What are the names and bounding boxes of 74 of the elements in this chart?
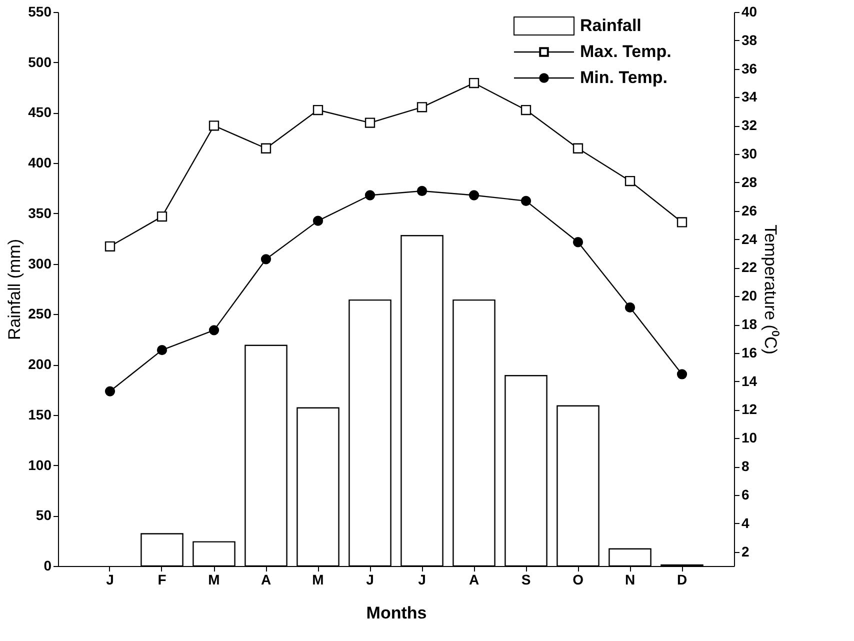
- x-tick-label: A: [260, 572, 272, 588]
- point: [104, 241, 116, 252]
- point: [416, 102, 428, 112]
- x-tick-label: S: [521, 572, 531, 588]
- point: [676, 217, 688, 228]
- x-axis-title: Months: [366, 604, 427, 622]
- point: [364, 118, 376, 128]
- y2-tick-label: 10: [742, 430, 758, 446]
- y2-tick-label: 4: [742, 514, 750, 531]
- y2-tick-label: 24: [742, 230, 758, 247]
- y2-tick-label: 22: [742, 259, 758, 276]
- y-tick-label: 400: [28, 154, 52, 171]
- legend-label: Min. Temp.: [580, 68, 668, 87]
- x-tick-label: J: [418, 572, 426, 588]
- point: [624, 302, 636, 313]
- y2-tick-label: 30: [742, 146, 758, 162]
- point: [364, 190, 376, 200]
- point: [312, 104, 324, 116]
- x-tick-label: A: [468, 572, 480, 588]
- point: [676, 369, 688, 380]
- point: [468, 78, 480, 88]
- y-tick-label: 250: [28, 306, 52, 322]
- y2-tick-label: 20: [742, 288, 758, 304]
- y2-axis-title: Temperature (⁰C): [761, 224, 780, 354]
- x-tick-label: M: [208, 572, 220, 588]
- point: [468, 190, 480, 200]
- y2-tick-label: 6: [742, 486, 750, 502]
- y2-tick-label: 32: [742, 117, 758, 134]
- point: [312, 216, 324, 226]
- point: [416, 186, 428, 196]
- y-tick-label: 0: [44, 558, 52, 574]
- x-tick-label: D: [676, 572, 688, 588]
- legend-label: Rainfall: [580, 16, 642, 35]
- point: [156, 345, 168, 356]
- y2-tick-label: 12: [742, 401, 758, 418]
- y2-tick-label: 36: [742, 60, 758, 76]
- y2-tick-label: 14: [742, 372, 758, 389]
- y-tick-label: 300: [28, 255, 52, 272]
- point: [572, 237, 584, 248]
- point: [624, 176, 636, 186]
- y2-tick-label: 16: [742, 344, 758, 360]
- point: [520, 104, 532, 116]
- y-tick-label: 200: [28, 356, 52, 372]
- y-tick-label: 100: [28, 456, 52, 473]
- y-axis-title: Rainfall (mm): [5, 238, 24, 340]
- x-tick-label: F: [158, 572, 167, 588]
- y2-tick-label: 40: [742, 4, 758, 20]
- legend-label: Max. Temp.: [580, 42, 672, 61]
- x-tick-label: J: [106, 572, 114, 588]
- y2-tick-label: 28: [742, 174, 758, 190]
- y-tick-label: 550: [28, 4, 52, 20]
- x-tick-label: O: [572, 572, 584, 588]
- y-tick-label: 450: [28, 104, 52, 120]
- y-tick-label: 500: [28, 54, 52, 70]
- y2-tick-label: 2: [742, 543, 750, 560]
- point: [260, 254, 272, 264]
- x-tick-label: M: [312, 572, 324, 588]
- point: [156, 211, 168, 222]
- y2-tick-label: 38: [742, 32, 758, 48]
- point: [208, 120, 220, 131]
- y2-tick-label: 34: [742, 88, 758, 105]
- x-tick-label: J: [366, 572, 374, 588]
- y2-tick-label: 8: [742, 458, 750, 474]
- y2-tick-label: 18: [742, 316, 758, 332]
- point: [104, 386, 116, 396]
- x-tick-label: N: [624, 572, 636, 588]
- point: [572, 143, 584, 154]
- point: [260, 143, 272, 154]
- y-tick-label: 350: [28, 204, 52, 221]
- point: [208, 325, 220, 336]
- y-tick-label: 150: [28, 406, 52, 422]
- point: [520, 196, 532, 206]
- y2-tick-label: 26: [742, 202, 758, 218]
- y-tick-label: 50: [36, 507, 52, 524]
